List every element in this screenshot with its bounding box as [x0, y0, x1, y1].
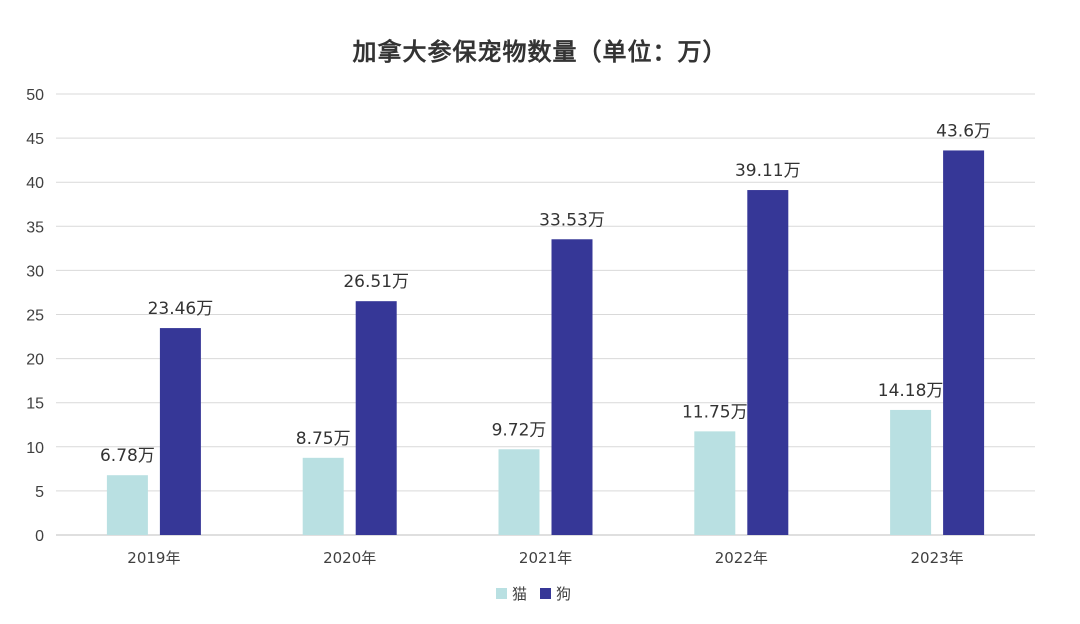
bars [106, 150, 985, 536]
y-tick-label: 0 [35, 528, 44, 545]
y-tick-label: 15 [26, 396, 44, 413]
bar-cat-3 [498, 449, 540, 535]
data-label: 11.75万 [682, 402, 748, 422]
x-tick-label: 2020年 [323, 549, 376, 567]
y-tick-label: 45 [26, 131, 44, 148]
data-label: 9.72万 [492, 420, 547, 440]
data-label: 33.53万 [539, 210, 605, 230]
y-tick-label: 20 [26, 352, 44, 369]
data-label: 26.51万 [343, 272, 409, 292]
data-label: 43.6万 [936, 121, 991, 141]
data-labels: 6.78万 23.46万 8.75万 26.51万 9.72万 33.53万 11.75万 3… [100, 121, 991, 466]
bar-cat-2 [302, 457, 344, 535]
bar-dog-2 [355, 301, 397, 535]
data-label: 39.11万 [735, 161, 801, 181]
bar-dog-3 [551, 239, 593, 536]
y-tick-label: 10 [26, 440, 44, 457]
x-tick-label: 2023年 [911, 549, 964, 567]
legend-label: 猫 [512, 585, 527, 603]
data-label: 8.75万 [296, 429, 351, 449]
bar-dog-1 [159, 328, 201, 535]
y-tick-label: 40 [26, 175, 44, 192]
bar-cat-1 [106, 475, 148, 535]
grid-lines [56, 93, 1035, 536]
y-tick-label: 35 [26, 219, 44, 236]
y-tick-label: 30 [26, 263, 44, 280]
bar-dog-5 [943, 150, 985, 535]
bar-dog-4 [747, 190, 789, 535]
bar-cat-4 [694, 431, 736, 535]
x-tick-label: 2021年 [519, 549, 572, 567]
data-label: 6.78万 [100, 446, 155, 466]
y-tick-label: 25 [26, 308, 44, 325]
legend: 猫狗 [496, 585, 571, 603]
bar-cat-5 [890, 409, 932, 535]
data-label: 14.18万 [878, 381, 944, 401]
legend-label: 狗 [556, 585, 571, 603]
chart-title: 加拿大参保宠物数量（单位：万） [353, 38, 728, 66]
x-axis-ticks: 2019年 2020年 2021年 2022年 2023年 [127, 549, 963, 567]
legend-swatch [496, 588, 507, 599]
x-tick-label: 2022年 [715, 549, 768, 567]
data-label: 23.46万 [148, 299, 214, 319]
legend-swatch [540, 588, 551, 599]
x-tick-label: 2019年 [127, 549, 180, 567]
y-tick-label: 50 [26, 87, 44, 104]
y-tick-label: 5 [35, 484, 44, 501]
y-axis-ticks: 0 5 10 15 20 25 30 35 40 45 50 [26, 87, 44, 545]
